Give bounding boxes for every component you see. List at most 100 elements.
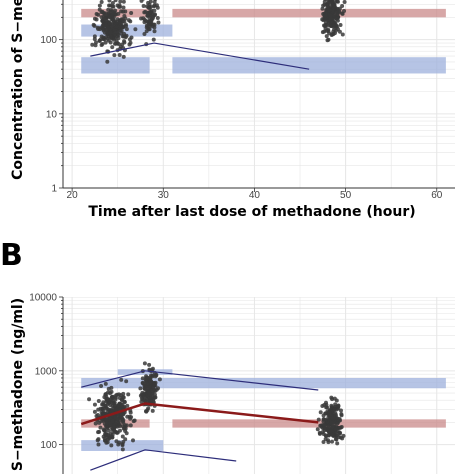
panel-a-interval-band-4 xyxy=(172,57,446,74)
panel-b-y-tick-label: 10000 xyxy=(29,293,57,304)
panel-b: 100 1000 10000 xyxy=(29,293,455,474)
panel-a-data-point xyxy=(99,0,104,4)
panel-a-y-tick-label: 10 xyxy=(46,109,58,120)
panel-b-data-point xyxy=(329,420,334,425)
panel-a-x-axis-label: Time after last dose of methadone (hour) xyxy=(88,204,415,220)
panel-a-data-point xyxy=(107,14,112,19)
panel-b-data-point xyxy=(96,442,101,447)
panel-b-data-point xyxy=(131,419,136,424)
panel-a-data-point xyxy=(92,23,97,28)
panel-a-data-point xyxy=(321,3,326,8)
panel-b-data-point xyxy=(326,438,331,443)
panel-b-data-point xyxy=(109,431,114,436)
panel-b-data-point xyxy=(318,423,323,428)
panel-b-data-point xyxy=(119,377,124,382)
panel-b-data-point xyxy=(339,412,344,417)
panel-b-data-point xyxy=(105,440,110,445)
panel-b-letter: B xyxy=(0,238,23,273)
panel-b-y-axis-label: f S−methadone (ng/ml) xyxy=(10,298,26,474)
panel-b-data-point xyxy=(329,403,334,408)
panel-b-data-point xyxy=(153,395,158,400)
panel-b-data-point xyxy=(112,429,117,434)
panel-b-data-point xyxy=(99,410,104,415)
panel-b-data-point xyxy=(96,437,101,442)
panel-b-data-point xyxy=(125,414,130,419)
panel-b-data-point xyxy=(337,417,342,422)
panel-b-upper-line-0 xyxy=(81,370,319,391)
panel-a-data-point xyxy=(121,0,126,4)
panel-a-data-point xyxy=(325,0,330,2)
panel-b-data-point xyxy=(106,428,111,433)
panel-a-data-point xyxy=(326,37,331,42)
panel-a-data-point xyxy=(153,0,158,2)
panel-b-data-point xyxy=(113,407,118,412)
panel-b-data-point xyxy=(157,377,162,382)
panel-a-data-point xyxy=(332,13,337,18)
panel-a-data-point xyxy=(324,22,329,27)
panel-a-data-point xyxy=(330,32,335,37)
panel-a-data-point xyxy=(107,3,112,8)
panel-b-data-point xyxy=(333,427,338,432)
panel-a-data-point xyxy=(99,43,104,48)
panel-a-data-point xyxy=(105,59,110,64)
panel-b-data-point xyxy=(101,427,106,432)
panel-b-data-point xyxy=(330,439,335,444)
panel-b-data-point xyxy=(336,431,341,436)
panel-b-data-point xyxy=(108,423,113,428)
panel-a-data-point xyxy=(152,3,157,8)
panel-b-data-point xyxy=(332,407,337,412)
panel-a-data-point xyxy=(143,9,148,14)
panel-a: 1 10 100 20 30 40 50 60 xyxy=(40,0,455,201)
panel-a-data-point xyxy=(338,22,343,27)
panel-a-data-point xyxy=(322,0,327,4)
panel-a-data-point xyxy=(141,0,145,1)
panel-a-data-point xyxy=(111,37,116,42)
panel-b-data-point xyxy=(87,397,92,402)
panel-b-data-point xyxy=(109,409,114,414)
panel-a-data-point xyxy=(108,30,113,35)
panel-b-data-point xyxy=(334,437,339,442)
panel-a-data-point xyxy=(335,9,340,14)
panel-a-data-point xyxy=(101,23,106,28)
panel-b-data-point xyxy=(138,386,143,391)
panel-a-data-point xyxy=(117,3,122,8)
panel-a-data-point xyxy=(156,20,161,25)
panel-b-data-point xyxy=(321,440,326,445)
panel-b-data-point xyxy=(318,410,323,415)
panel-b-data-point xyxy=(110,419,115,424)
panel-b-data-point xyxy=(152,387,157,392)
panel-a-data-point xyxy=(144,29,149,34)
panel-a-data-point xyxy=(103,11,108,16)
panel-b-data-point xyxy=(125,403,130,408)
panel-b-data-point xyxy=(325,426,330,431)
panel-a-data-point xyxy=(108,34,113,39)
panel-b-data-point xyxy=(96,430,101,435)
panel-b-data-point xyxy=(144,381,149,386)
panel-b-data-point xyxy=(121,395,126,400)
panel-b-data-point xyxy=(107,436,112,441)
panel-a-data-point xyxy=(139,0,144,3)
panel-b-data-point xyxy=(334,398,339,403)
panel-a-data-point xyxy=(107,21,112,26)
panel-a-data-point xyxy=(335,18,340,23)
panel-a-data-point xyxy=(152,8,157,13)
panel-b-y-tick-label: 100 xyxy=(40,440,57,451)
panel-b-data-point xyxy=(108,402,113,407)
panel-b-data-point xyxy=(128,410,133,415)
panel-a-x-tick-label: 40 xyxy=(249,190,261,201)
panel-a-data-point xyxy=(107,0,112,3)
panel-b-data-point xyxy=(327,418,332,423)
panel-a-data-point xyxy=(342,0,347,5)
panel-a-data-point xyxy=(333,24,338,29)
panel-a-data-point xyxy=(127,37,132,42)
panel-a-lower-line-1 xyxy=(90,42,310,70)
panel-a-data-point xyxy=(97,3,102,8)
panel-a-data-point xyxy=(147,23,152,28)
panel-a-data-point xyxy=(116,32,121,37)
panel-a-data-point xyxy=(102,16,107,21)
panel-a-data-point xyxy=(119,17,124,22)
panel-b-data-point xyxy=(325,405,330,410)
panel-a-data-point xyxy=(111,17,116,22)
panel-b-data-point xyxy=(142,361,147,366)
